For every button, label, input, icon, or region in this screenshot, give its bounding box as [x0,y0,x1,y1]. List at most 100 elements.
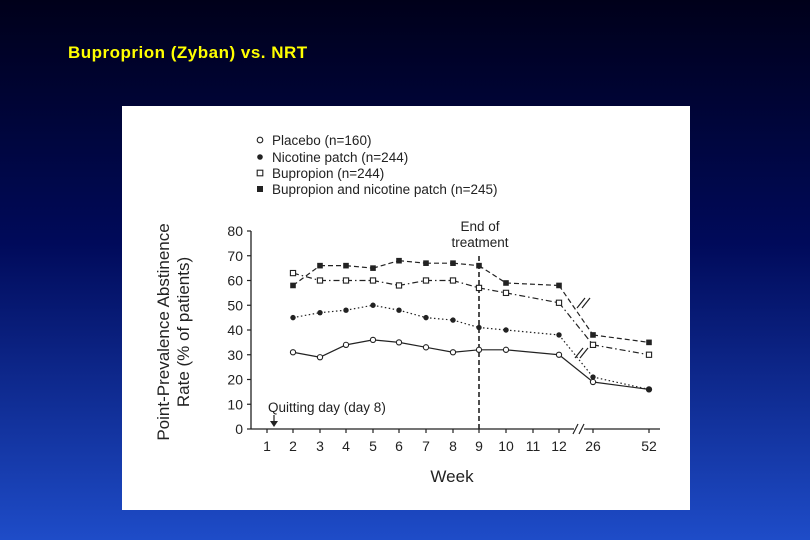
series-3-point-week-7 [422,277,430,284]
series-1-segment [345,339,374,346]
legend-marker-4 [257,186,263,192]
series-1-point-week-5 [369,336,377,344]
series-2-segment [558,334,594,378]
series-4-point-week-10 [503,280,509,286]
series-1-segment [592,381,650,390]
series-2-point-week-2 [290,314,296,321]
abstinence-line-chart: Placebo (n=160) Nicotine patch (n=244)Bup… [154,133,660,486]
data-break-mark [574,347,584,359]
x-tick-label-8: 8 [449,438,457,454]
series-2-point-week-3 [317,309,323,316]
series-2-segment [505,329,560,336]
series-2-point-week-26 [590,374,596,380]
series-4-segment [452,262,480,267]
series-1-point-week-7 [422,344,430,351]
series-2-point-week-52 [646,386,652,393]
series-1-point-week-26 [589,378,597,386]
series-3-point-week-4 [342,277,350,284]
quitting-day-label: Quitting day (day 8) [268,400,386,415]
legend-marker-2 [257,154,263,160]
series-4-point-week-8 [450,260,456,266]
series-3-point-week-26 [589,341,597,348]
series-3-segment [292,272,321,282]
x-tick-label-52: 52 [641,438,657,454]
data-break-mark [579,347,589,359]
x-tick-label-10: 10 [498,438,514,454]
series-3-segment [592,344,650,356]
legend-label-2: Nicotine patch (n=244) [272,150,408,165]
quitting-day-arrowhead [270,421,278,427]
series-1-segment [319,344,347,358]
series-4-point-week-4 [343,262,349,269]
data-break-mark [576,297,586,309]
legend-label-1: Placebo (n=160) [272,133,371,148]
series-4 [290,257,652,346]
x-tick-label-1: 1 [263,438,271,454]
x-axis-break-mark [572,423,579,435]
series-3-segment [372,279,400,287]
series-2-point-week-12 [556,332,562,338]
series-4-point-week-52 [646,339,652,346]
series-4-point-week-7 [423,260,429,266]
series-2-point-week-4 [343,307,349,313]
end-of-treatment-label-line2: treatment [451,235,508,250]
x-tick-label-26: 26 [585,438,601,454]
series-1-point-week-2 [289,349,297,356]
slide-title: Buproprion (Zyban) vs. NRT [68,43,308,62]
series-4-point-week-5 [370,265,376,271]
series-2-point-week-9 [476,324,482,331]
y-tick-label-80: 80 [227,223,243,239]
series-1-segment [425,346,454,353]
series-1-segment [558,354,594,383]
y-tick-label-60: 60 [227,273,243,289]
series-4-segment [505,282,560,287]
series-1-point-week-4 [342,341,350,348]
series-2-segment [592,376,650,390]
series-2-segment [345,304,374,311]
series-4-point-week-6 [396,257,402,264]
x-tick-label-9: 9 [475,438,483,454]
series-1-point-week-12 [555,351,563,358]
series-3-point-week-10 [502,289,510,297]
y-axis-label-line2: Rate (% of patients) [174,257,193,407]
series-2-segment [425,317,454,321]
series-4-segment [292,265,321,286]
series-1-segment [372,339,400,343]
series-3-segment [505,292,560,304]
y-tick-label-0: 0 [235,421,243,437]
series-1-point-week-6 [395,339,403,346]
x-tick-label-11: 11 [526,438,541,454]
x-tick-label-4: 4 [342,438,350,454]
x-tick-label-12: 12 [551,438,567,454]
series-2-segment [398,309,427,319]
series-3-point-week-9 [475,284,483,292]
series-1-segment [292,351,321,358]
series-3-segment [478,287,507,294]
series-2-point-week-8 [450,317,456,323]
legend-marker-3 [256,169,264,177]
legend-label-3: Bupropion (n=244) [272,166,384,181]
series-3-segment [452,279,480,289]
legend-marker-1 [256,136,264,144]
y-tick-label-20: 20 [227,372,243,388]
series-2-point-week-6 [396,307,402,313]
series-3-segment [558,302,594,346]
series-4-segment [372,260,400,269]
series-2-point-week-10 [503,327,509,333]
series-4-segment [345,265,374,269]
series-4-point-week-12 [556,282,562,289]
series-1-point-week-8 [449,349,457,356]
y-tick-label-10: 10 [227,396,243,412]
y-tick-label-70: 70 [227,248,243,264]
series-2-segment [452,319,480,329]
series-3-point-week-5 [369,277,377,284]
series-3-point-week-8 [449,277,457,284]
series-1-point-week-9 [475,346,483,353]
series-4-point-week-3 [317,262,323,269]
series-2-segment [478,326,507,331]
x-tick-label-6: 6 [395,438,403,454]
series-4-segment [478,265,507,284]
y-tick-label-30: 30 [227,347,243,363]
series-3 [289,269,653,358]
series-2-point-week-7 [423,314,429,321]
